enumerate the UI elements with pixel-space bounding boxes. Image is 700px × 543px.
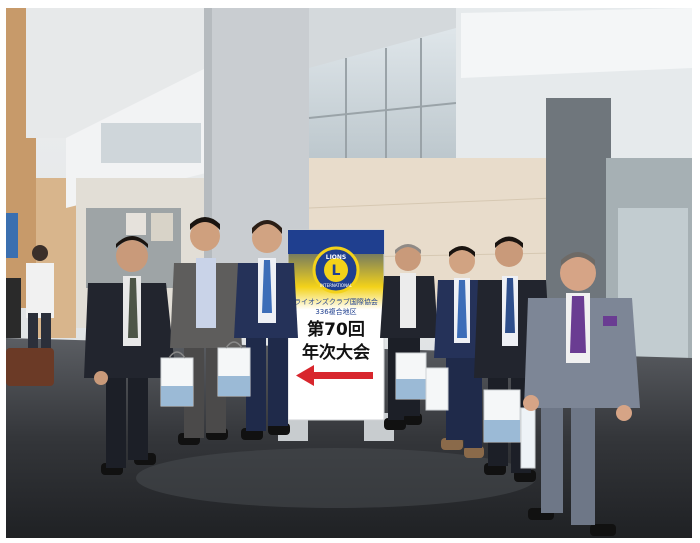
- poster: [6, 213, 18, 258]
- event-sign: L LIONS INTERNATIONAL ライオンズクラブ国際協会 336複合…: [278, 229, 394, 441]
- shopping-bag: [217, 341, 251, 397]
- shopping-bag: [160, 351, 194, 407]
- person-3: [217, 220, 298, 440]
- sign-line-1: ライオンズクラブ国際協会: [294, 297, 378, 306]
- sign-line-3: 第70回: [307, 319, 365, 340]
- shopping-bag: [395, 352, 427, 400]
- sign-line-2: 336複合地区: [315, 307, 356, 316]
- group-photo: L LIONS INTERNATIONAL ライオンズクラブ国際協会 336複合…: [6, 8, 692, 538]
- background-person-bag: [6, 278, 54, 386]
- arrow-left-icon: [296, 365, 373, 386]
- sign-line-4: 年次大会: [302, 342, 370, 363]
- person-4: [380, 244, 438, 430]
- emblem-bottom: INTERNATIONAL: [320, 283, 353, 288]
- ceiling-structure: [26, 8, 206, 138]
- emblem-letter: L: [332, 263, 341, 279]
- shopping-bag: [483, 389, 536, 469]
- photo-scene: L LIONS INTERNATIONAL ライオンズクラブ国際協会 336複合…: [6, 8, 692, 538]
- emblem-top: LIONS: [326, 254, 347, 261]
- person-7: [523, 252, 640, 536]
- shopping-bag: [425, 367, 449, 411]
- background-person: [26, 245, 54, 358]
- upper-window: [101, 123, 201, 163]
- person-1: [84, 236, 176, 475]
